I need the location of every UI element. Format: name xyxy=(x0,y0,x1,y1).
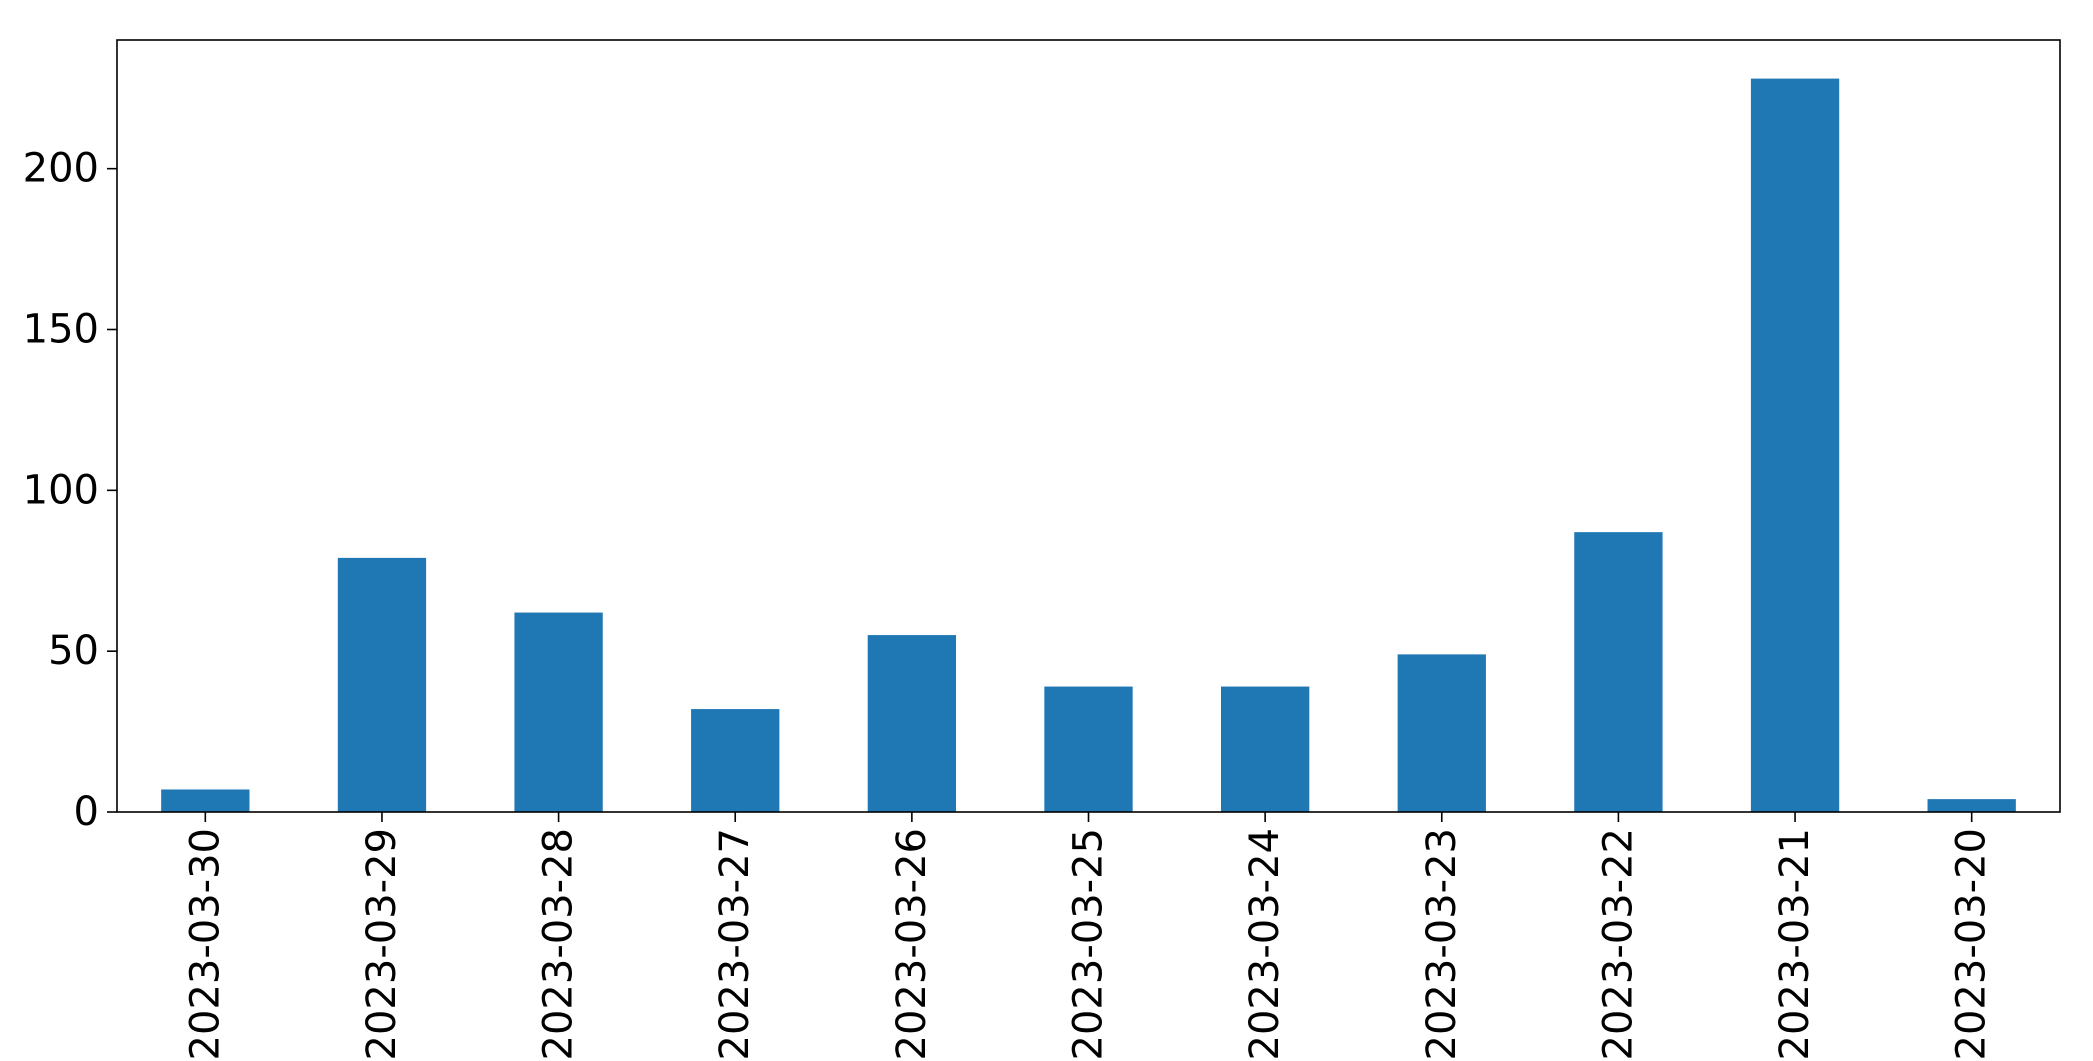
plot-frame xyxy=(116,39,2061,813)
x-tick-label: 2023-03-27 xyxy=(712,828,758,1060)
bar-2023-03-24 xyxy=(1220,686,1310,812)
bar-2023-03-28 xyxy=(514,612,603,812)
y-tick-label: 200 xyxy=(23,146,99,192)
x-tick-label: 2023-03-25 xyxy=(1066,828,1112,1060)
y-tick-label: 150 xyxy=(23,307,99,353)
x-tick-label: 2023-03-26 xyxy=(889,828,935,1060)
bars-layer xyxy=(161,78,2016,813)
bar-2023-03-29 xyxy=(337,557,427,812)
bar-2023-03-23 xyxy=(1397,654,1486,812)
bar-2023-03-25 xyxy=(1044,686,1133,812)
y-tick-label: 50 xyxy=(48,628,99,674)
y-axis: 0 50 100 150 200 xyxy=(23,146,117,835)
y-tick-label: 100 xyxy=(23,467,99,513)
bar-2023-03-21 xyxy=(1750,78,1840,813)
x-tick-label: 2023-03-22 xyxy=(1595,828,1641,1060)
bar-2023-03-27 xyxy=(691,709,780,812)
x-tick-label: 2023-03-23 xyxy=(1419,828,1465,1060)
x-tick-label: 2023-03-24 xyxy=(1242,828,1288,1060)
bar-2023-03-22 xyxy=(1574,532,1663,812)
bar-2023-03-26 xyxy=(867,635,957,812)
x-tick-label: 2023-03-28 xyxy=(536,828,582,1060)
x-tick-label: 2023-03-21 xyxy=(1772,828,1818,1060)
x-tick-label: 2023-03-20 xyxy=(1949,828,1995,1060)
bar-2023-03-30 xyxy=(161,789,250,812)
bar-2023-03-20 xyxy=(1927,799,2016,812)
x-tick-label: 2023-03-30 xyxy=(182,828,228,1060)
y-tick-label: 0 xyxy=(74,789,99,835)
x-axis: 2023-03-30 2023-03-29 2023-03-28 2023-03-27… xyxy=(182,812,1995,1060)
x-tick-label: 2023-03-29 xyxy=(359,828,405,1060)
